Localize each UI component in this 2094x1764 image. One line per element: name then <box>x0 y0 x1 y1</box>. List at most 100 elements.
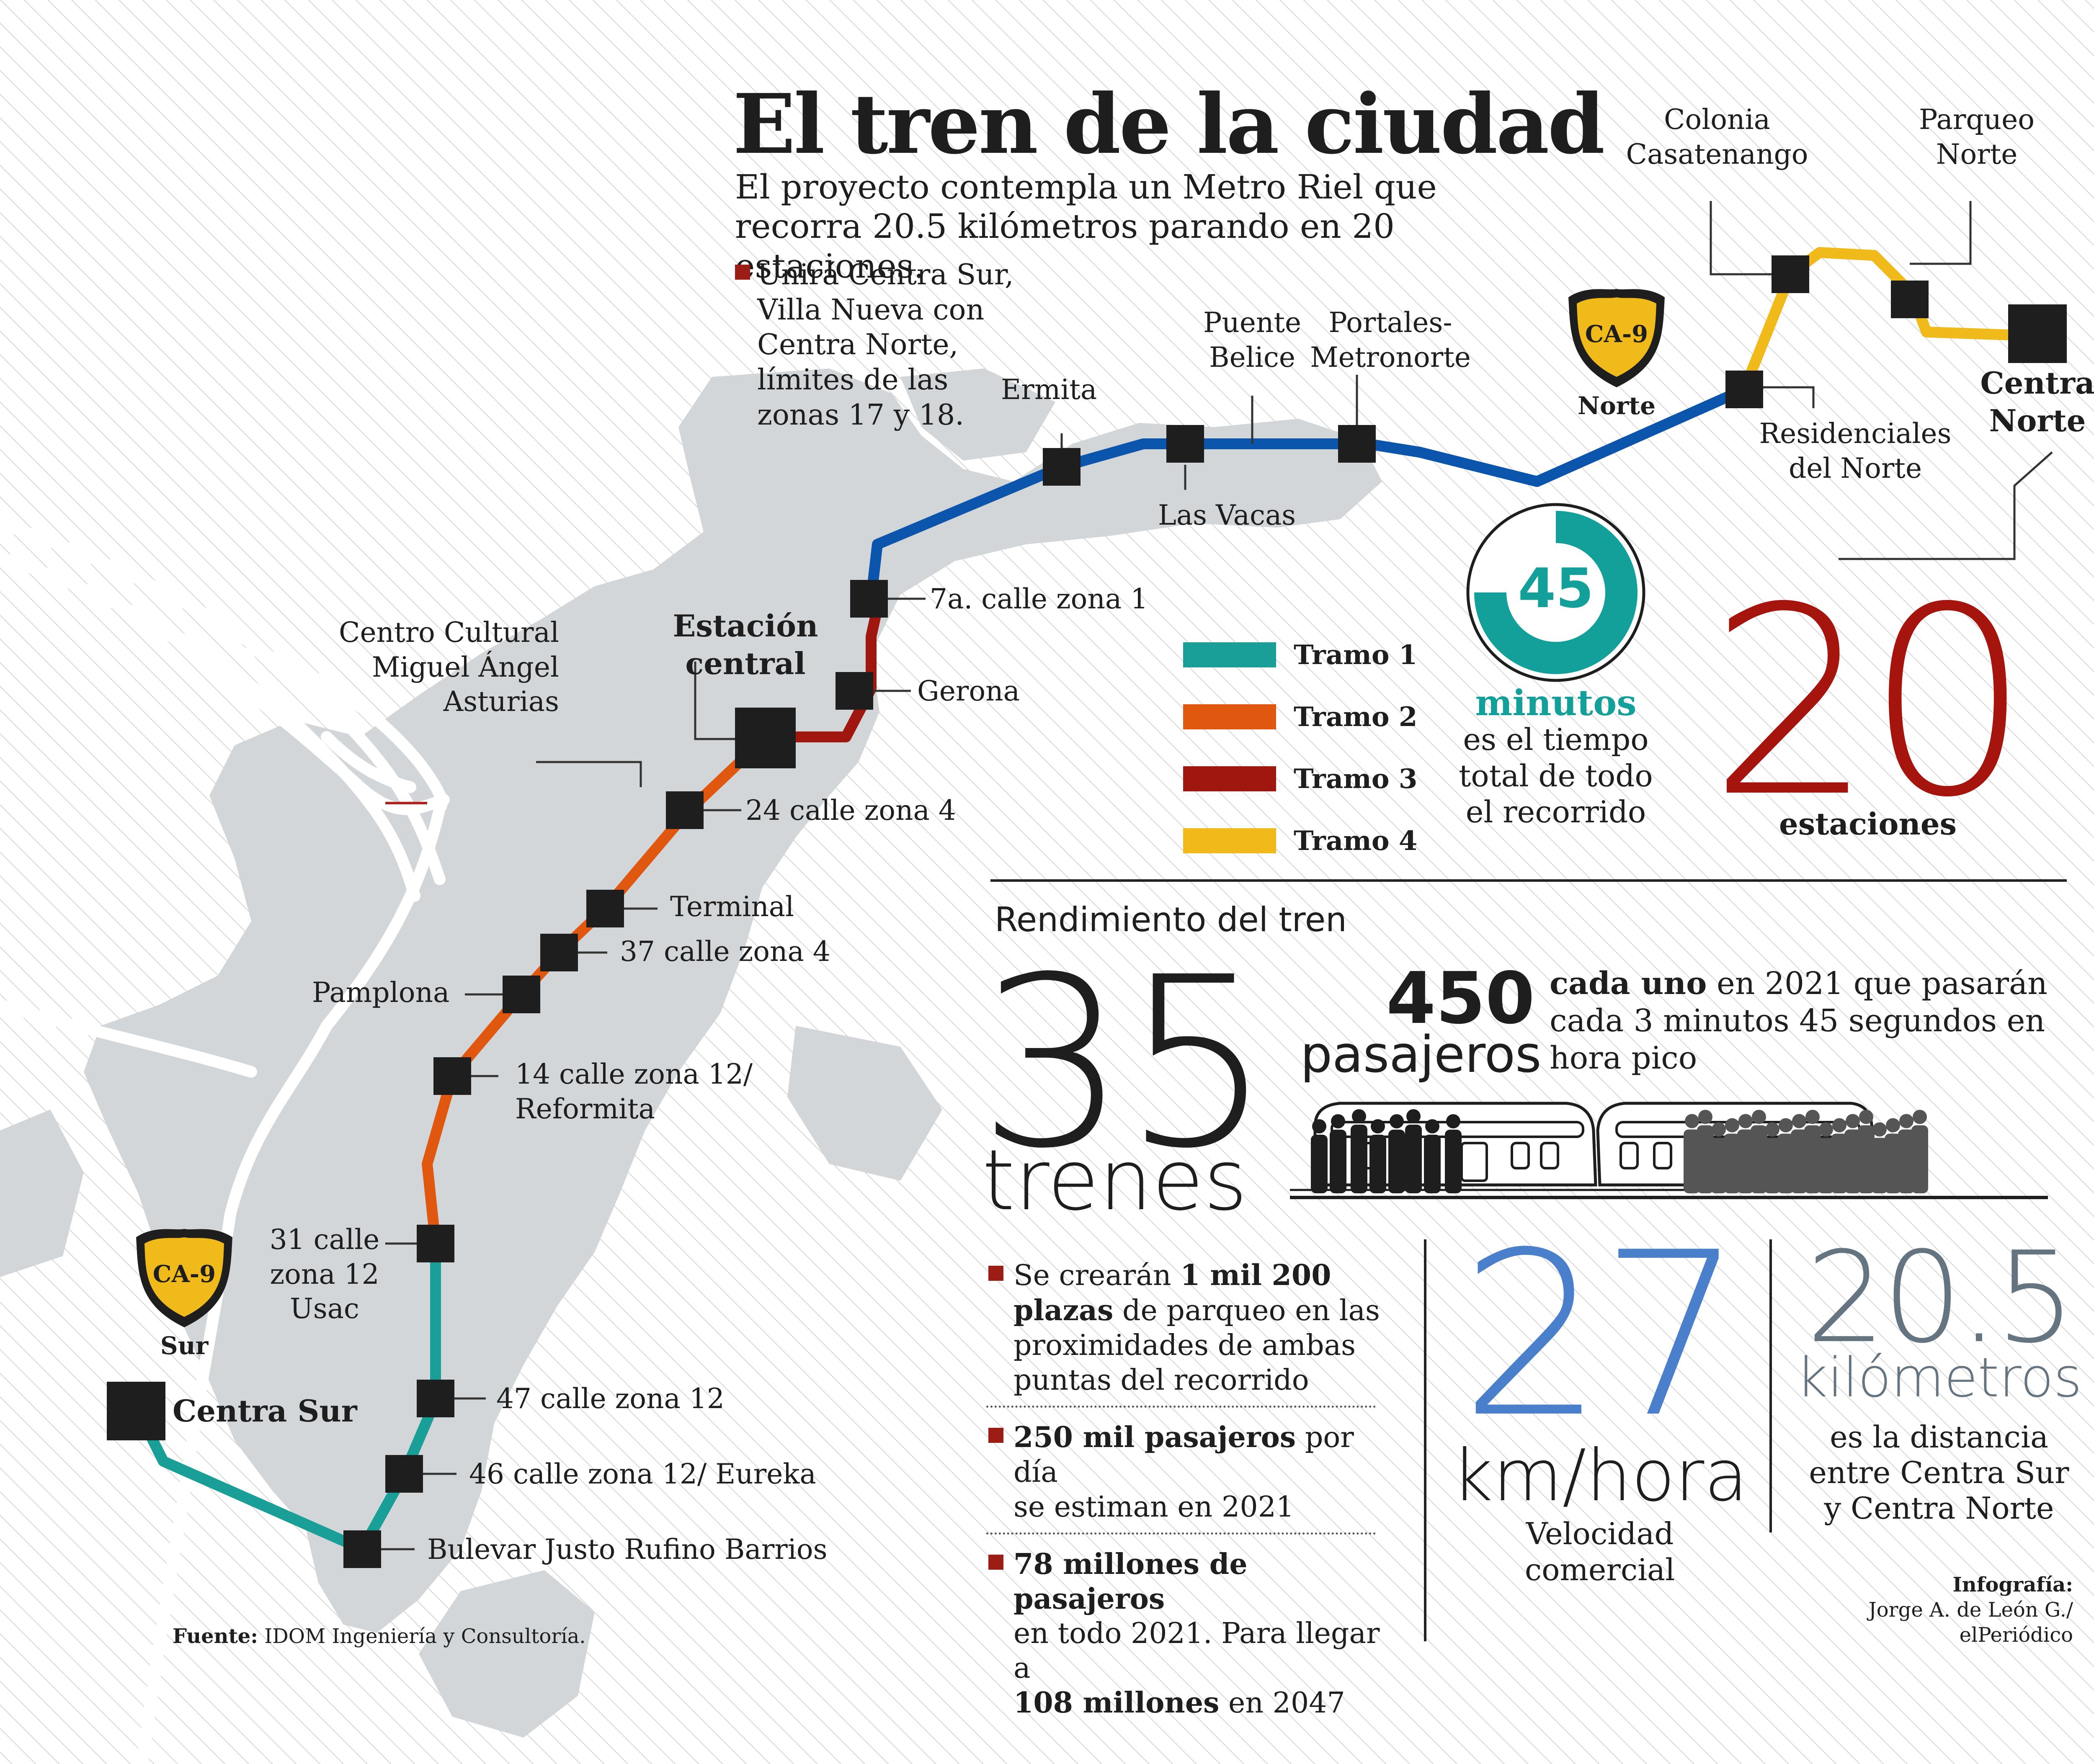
station-calle37 <box>540 934 578 971</box>
passenger-head <box>1832 1118 1846 1133</box>
label-ermita: Ermita <box>1001 373 1097 406</box>
passenger-head <box>1312 1119 1326 1133</box>
label-terminal: Terminal <box>670 891 794 923</box>
passenger-body <box>1724 1133 1741 1193</box>
time-text: minutos es el tiempo total de todo el re… <box>1459 682 1653 829</box>
urban-area-north <box>900 368 1055 461</box>
road-5 <box>137 802 446 1764</box>
ca9-north-shield-icon <box>1568 289 1665 387</box>
urban-area-southeast <box>787 1026 942 1181</box>
bullet-icon <box>988 1266 1003 1281</box>
passenger-head <box>1872 1122 1887 1137</box>
passenger-head <box>1390 1114 1404 1128</box>
passenger-body <box>1818 1138 1834 1193</box>
passenger-head <box>1846 1114 1860 1128</box>
distance-unit: kilómetros <box>1796 1346 2082 1409</box>
speed-label: Velocidad comercial <box>1524 1516 1675 1588</box>
leader-parqueo <box>1910 201 1972 265</box>
legend-swatch <box>1183 828 1276 853</box>
intro-text: Unirá Centra Sur, Villa Nueva con Centra… <box>757 258 1014 432</box>
passenger-body <box>1710 1138 1727 1193</box>
passenger-body <box>1911 1125 1928 1193</box>
passenger-head <box>1685 1114 1699 1128</box>
road-6 <box>0 999 257 1078</box>
passenger-silhouettes-right <box>1684 1110 1928 1193</box>
fact-item: 78 millones de pasajeros en todo 2021. P… <box>986 1547 1403 1721</box>
passenger-head <box>1752 1110 1766 1124</box>
passenger-head <box>1886 1118 1900 1133</box>
passenger-head <box>1425 1119 1439 1133</box>
passenger-body <box>1330 1130 1346 1193</box>
passenger-body <box>1764 1138 1781 1193</box>
passenger-head <box>1331 1114 1345 1128</box>
station-residenciales <box>1725 371 1763 408</box>
label-residenciales: Residenciales del Norte <box>1759 417 1952 484</box>
passenger-head <box>1698 1110 1712 1124</box>
distance-label: es la distancia entre Centra Sur y Centra … <box>1809 1419 2069 1526</box>
passenger-body <box>1858 1125 1875 1193</box>
bullet-icon <box>988 1554 1003 1570</box>
passenger-head <box>1805 1110 1820 1124</box>
urban-area-south <box>419 1570 595 1738</box>
passenger-head <box>1406 1109 1421 1123</box>
legend: Tramo 1 Tramo 2 Tramo 3 Tramo 4 <box>1183 624 1417 872</box>
label-bulevar: Bulevar Justo Rufino Barrios <box>427 1533 828 1566</box>
stations-total-value: 20 <box>1709 552 2031 854</box>
station-las-vacas <box>1166 425 1204 463</box>
trains-label: trenes <box>982 1132 1248 1229</box>
label-portales: Portales- Metronorte <box>1310 306 1471 373</box>
label-calle46: 46 calle zona 12/ Eureka <box>469 1458 816 1490</box>
passenger-body <box>1804 1125 1821 1193</box>
time-value: 45 <box>1518 556 1594 620</box>
label-centra-norte: Centra Norte <box>1980 365 2094 438</box>
station-centra-sur <box>107 1382 165 1440</box>
station-calle14 <box>433 1057 471 1095</box>
pax-description: cada uno en 2021 que pasarán cada 3 minu… <box>1550 966 2048 1076</box>
source-note: Fuente: IDOM Ingeniería y Consultoría. <box>173 1625 586 1648</box>
distance-value: 20.5 <box>1806 1225 2076 1371</box>
station-centra-norte <box>2008 304 2067 363</box>
passenger-silhouettes-left <box>1311 1109 1462 1193</box>
passenger-head <box>1899 1114 1913 1128</box>
passenger-body <box>1737 1129 1754 1193</box>
credit-note: Infografía: Jorge A. de León G./ elPerió… <box>1868 1573 2073 1647</box>
road-2 <box>0 551 420 902</box>
passenger-body <box>1777 1133 1794 1193</box>
passenger-body <box>1445 1130 1462 1193</box>
label-calle47: 47 calle zona 12 <box>496 1383 725 1415</box>
road-4 <box>245 643 448 814</box>
passenger-body <box>1831 1133 1848 1193</box>
passenger-head <box>1712 1122 1726 1137</box>
passenger-body <box>1369 1135 1386 1193</box>
label-colonia-casatenango: Colonia Casatenango <box>1626 103 1808 170</box>
station-colonia-casatenango <box>1772 255 1809 293</box>
passenger-body <box>1684 1129 1700 1193</box>
road-7 <box>321 731 416 793</box>
fact-item: Se crearán 1 mil 200 plazas de parqueo e… <box>986 1258 1403 1398</box>
station-calle47 <box>417 1380 454 1417</box>
passenger-head <box>1765 1122 1779 1137</box>
fact-divider <box>986 1405 1376 1408</box>
passenger-head <box>1819 1122 1833 1137</box>
column-divider <box>1424 1239 1426 1641</box>
fact-item: 250 mil pasajeros por día se estiman en … <box>986 1420 1403 1525</box>
passenger-head <box>1738 1114 1753 1128</box>
shield-south-code: CA-9 <box>152 1260 216 1288</box>
label-las-vacas: Las Vacas <box>1158 499 1296 531</box>
section-divider <box>990 879 2067 882</box>
label-calle14: 14 calle zona 12/Reformita <box>515 1058 753 1125</box>
legend-item-tramo-4: Tramo 4 <box>1183 810 1417 872</box>
station-calle46 <box>385 1455 423 1493</box>
facts-list: Se crearán 1 mil 200 plazas de parqueo e… <box>986 1258 1403 1721</box>
leader-centra-norte <box>1839 451 2053 560</box>
page-title: El tren de la ciudad <box>733 76 1605 173</box>
speed-value: 27 <box>1460 1204 1743 1467</box>
performance-heading: Rendimiento del tren <box>995 900 1347 939</box>
leader-landmark <box>536 761 642 787</box>
page-subtitle: El proyecto contempla un Metro Riel que … <box>735 167 1437 286</box>
station-parqueo-norte <box>1891 281 1929 318</box>
passenger-head <box>1859 1110 1873 1124</box>
legend-item-tramo-2: Tramo 2 <box>1183 686 1417 748</box>
passenger-body <box>1351 1125 1367 1193</box>
shield-north-code: CA-9 <box>1585 320 1648 348</box>
